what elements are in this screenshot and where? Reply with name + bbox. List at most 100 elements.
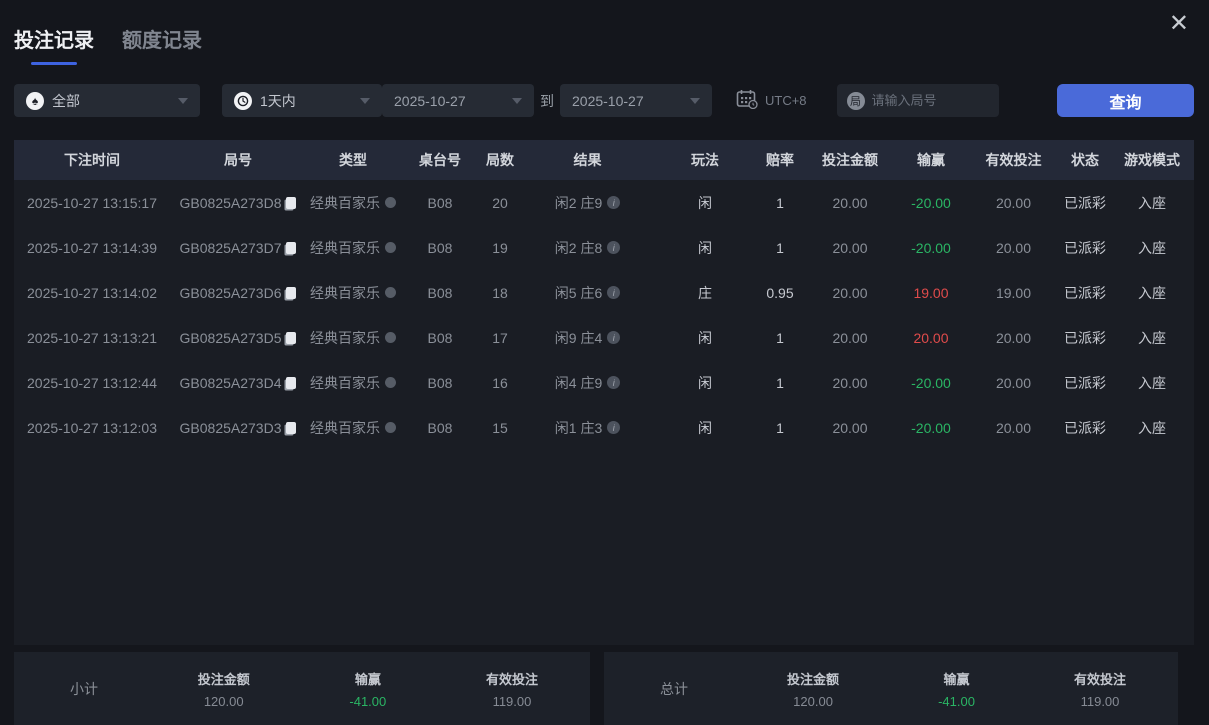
time-range-dropdown[interactable]: 1天内 [222,84,382,117]
status: 已派彩 [1064,239,1106,256]
tab-bet-records[interactable]: 投注记录 [14,24,94,65]
play-type: 闲 [698,239,712,256]
subtotal-label: 小计 [70,680,98,697]
game-type: 经典百家乐 [306,418,400,438]
result-text: 闲4 庄9 [554,374,603,391]
stat-value: -41.00 [349,693,387,709]
date-to-value: 2025-10-27 [572,92,644,109]
column-header: 桌台号 [419,152,461,168]
round-id-text: GB0825A273D5 [179,329,282,346]
copy-icon[interactable] [286,196,297,209]
win-loss: -20.00 [911,419,951,436]
column-header: 局数 [486,152,514,168]
total-bet-stat: 投注金额 120.00 [787,669,839,709]
copy-icon[interactable] [286,421,297,434]
game-mode: 入座 [1138,329,1166,346]
win-loss: -20.00 [911,194,951,211]
tab-quota-records[interactable]: 额度记录 [122,30,202,52]
win-loss: -20.00 [911,239,951,256]
stat-value: 120.00 [203,693,244,709]
table-number: B08 [427,284,453,301]
valid-bet: 20.00 [995,374,1032,391]
win-loss: 20.00 [913,329,949,346]
info-icon[interactable]: i [607,241,621,254]
copy-icon[interactable] [286,241,297,254]
bet-time: 2025-10-27 13:15:17 [27,194,157,211]
timezone-group: UTC+8 [736,89,807,112]
round-number: 18 [492,284,508,301]
bet-time: 2025-10-27 13:13:21 [27,329,157,346]
column-header: 赔率 [766,152,794,168]
result: 闲2 庄8 i [520,238,655,258]
round-id: GB0825A273D8 [170,195,306,211]
bet-amount: 20.00 [832,194,868,211]
result: 闲2 庄9 i [520,193,655,213]
round-id-text: GB0825A273D3 [179,419,282,436]
win-loss: 19.00 [913,284,949,301]
game-mode: 入座 [1138,194,1166,211]
game-type: 经典百家乐 [306,238,400,258]
copy-icon[interactable] [286,331,297,344]
stat-label: 有效投注 [485,671,538,687]
table-row: 2025-10-27 13:12:03 GB0825A273D3 经典百家乐 B08 1… [14,405,1194,450]
column-header: 下注时间 [64,152,120,168]
chevron-down-icon [512,97,522,104]
result: 闲9 庄4 i [520,328,655,348]
search-button[interactable]: 查询 [1057,84,1194,117]
info-icon[interactable]: i [607,421,621,434]
round-number: 19 [492,239,508,256]
game-type-text: 经典百家乐 [310,329,380,346]
game-type: 经典百家乐 [306,328,400,348]
close-icon[interactable]: ✕ [1168,10,1189,37]
type-badge-icon [385,197,396,208]
table-number: B08 [427,374,453,391]
bet-time: 2025-10-27 13:14:39 [27,239,157,256]
info-icon[interactable]: i [607,376,621,389]
copy-icon[interactable] [286,376,297,389]
round-id: GB0825A273D4 [170,375,306,391]
calendar-clock-icon[interactable] [736,89,758,112]
play-type: 庄 [698,284,712,301]
total-label: 总计 [660,680,688,697]
round-input[interactable] [871,93,989,108]
game-type-text: 经典百家乐 [310,194,380,211]
bet-amount: 20.00 [832,329,868,346]
date-to-label: 到 [540,92,554,109]
type-badge-icon [385,422,396,433]
type-badge-icon [385,242,396,253]
round-number: 20 [492,194,508,211]
date-from-value: 2025-10-27 [394,92,466,109]
bet-amount: 20.00 [832,374,868,391]
odds: 1 [776,374,784,391]
spade-icon: ♠ [26,91,44,110]
result-text: 闲2 庄8 [554,239,603,256]
table-body: 2025-10-27 13:15:17 GB0825A273D8 经典百家乐 B08 2… [14,180,1194,450]
table-row: 2025-10-27 13:14:39 GB0825A273D7 经典百家乐 B08 1… [14,225,1194,270]
game-type-text: 经典百家乐 [310,374,380,391]
column-header: 玩法 [691,152,719,168]
game-type: 经典百家乐 [306,193,400,213]
odds: 1 [776,329,784,346]
copy-icon[interactable] [286,286,297,299]
type-badge-icon [385,377,396,388]
table-number: B08 [427,419,453,436]
valid-bet: 20.00 [995,194,1032,211]
date-from-dropdown[interactable]: 2025-10-27 [382,84,534,117]
result-text: 闲1 庄3 [554,419,603,436]
game-type: 经典百家乐 [306,373,400,393]
round-search-field[interactable]: 局 [836,84,999,117]
stat-value: 119.00 [1080,693,1120,709]
round-number: 15 [492,419,508,436]
game-type-text: 经典百家乐 [310,284,380,301]
stat-label: 投注金额 [197,671,250,687]
info-icon[interactable]: i [607,286,621,299]
chevron-down-icon [360,97,370,104]
date-to-dropdown[interactable]: 2025-10-27 [560,84,712,117]
total-winloss-stat: 输赢 -41.00 [938,669,975,709]
info-icon[interactable]: i [607,331,621,344]
time-range-value: 1天内 [260,92,296,109]
stat-value: 120.00 [793,693,833,709]
game-type-dropdown[interactable]: ♠ 全部 [14,84,200,117]
valid-bet: 20.00 [995,329,1032,346]
info-icon[interactable]: i [607,196,621,209]
